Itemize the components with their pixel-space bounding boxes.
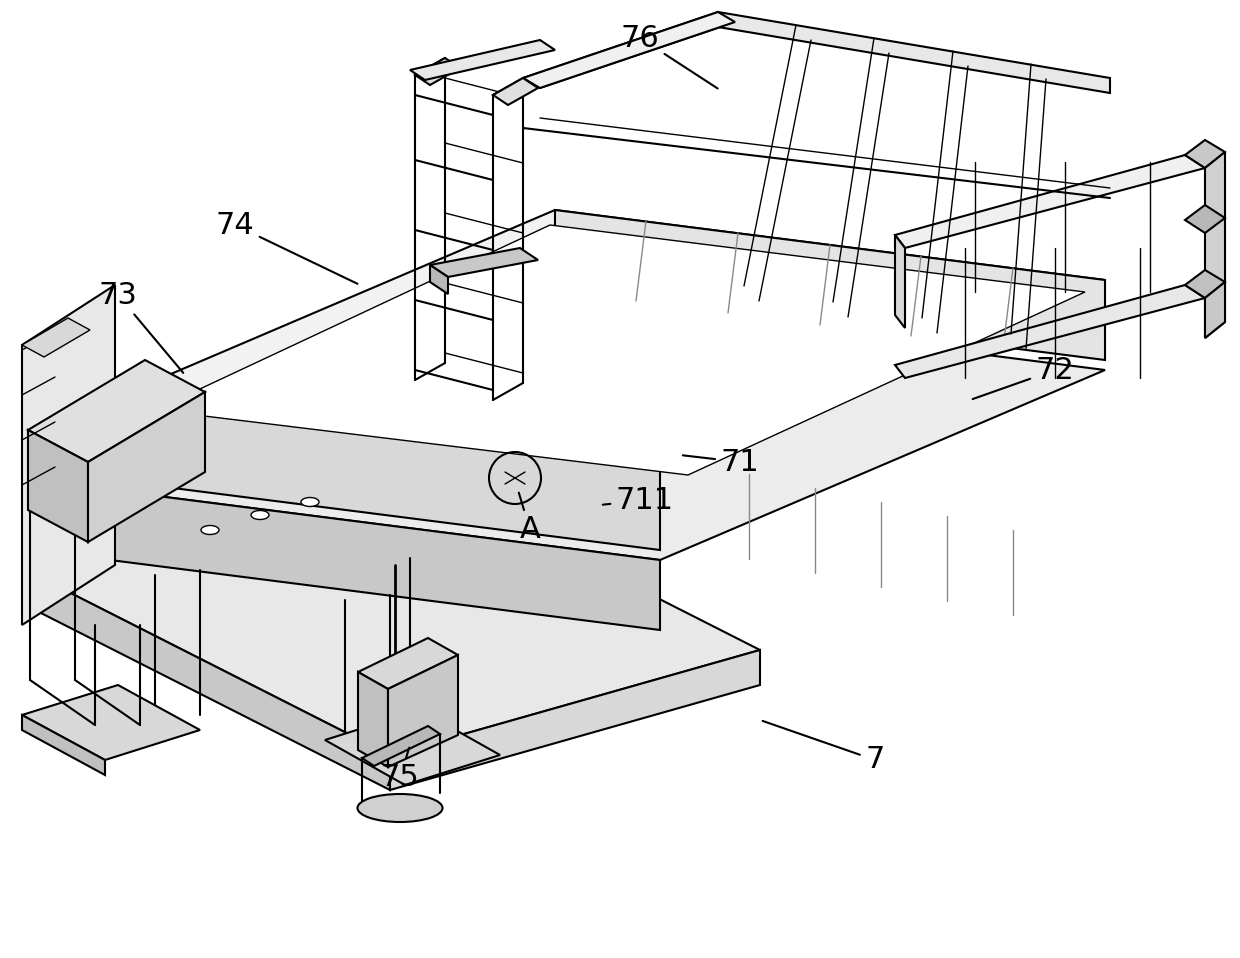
Text: A: A <box>518 492 541 544</box>
Polygon shape <box>895 285 1205 378</box>
Polygon shape <box>1185 270 1225 298</box>
Ellipse shape <box>357 794 443 822</box>
Polygon shape <box>556 210 1105 360</box>
Polygon shape <box>325 710 500 785</box>
Polygon shape <box>430 248 538 277</box>
Polygon shape <box>523 12 735 88</box>
Polygon shape <box>494 78 538 105</box>
Polygon shape <box>29 430 88 542</box>
Text: 711: 711 <box>603 486 675 514</box>
Polygon shape <box>358 672 388 767</box>
Polygon shape <box>430 265 448 294</box>
Polygon shape <box>88 392 205 542</box>
Ellipse shape <box>201 526 219 535</box>
Polygon shape <box>155 225 1085 475</box>
Polygon shape <box>35 575 391 790</box>
Polygon shape <box>35 470 760 755</box>
Polygon shape <box>358 638 458 689</box>
Polygon shape <box>22 285 115 625</box>
Polygon shape <box>29 360 205 462</box>
Polygon shape <box>22 715 105 775</box>
Text: 73: 73 <box>98 281 184 373</box>
Polygon shape <box>362 726 440 766</box>
Text: 76: 76 <box>621 24 718 88</box>
Polygon shape <box>22 685 200 760</box>
Polygon shape <box>110 400 660 550</box>
Polygon shape <box>718 12 1110 93</box>
Polygon shape <box>391 650 760 790</box>
Polygon shape <box>895 155 1205 248</box>
Polygon shape <box>415 58 460 85</box>
Polygon shape <box>110 300 1105 560</box>
Polygon shape <box>110 210 1105 470</box>
Polygon shape <box>1185 205 1225 233</box>
Polygon shape <box>895 235 905 328</box>
Text: 71: 71 <box>683 447 759 476</box>
Text: 72: 72 <box>972 355 1074 399</box>
Text: 74: 74 <box>216 211 357 284</box>
Ellipse shape <box>301 497 319 507</box>
Text: 7: 7 <box>763 721 884 774</box>
Polygon shape <box>1185 140 1225 168</box>
Text: 75: 75 <box>381 747 419 792</box>
Polygon shape <box>22 318 91 357</box>
Polygon shape <box>388 655 458 767</box>
Polygon shape <box>110 490 660 630</box>
Ellipse shape <box>250 511 269 519</box>
Polygon shape <box>410 40 556 80</box>
Polygon shape <box>1205 152 1225 338</box>
Polygon shape <box>1205 282 1225 338</box>
